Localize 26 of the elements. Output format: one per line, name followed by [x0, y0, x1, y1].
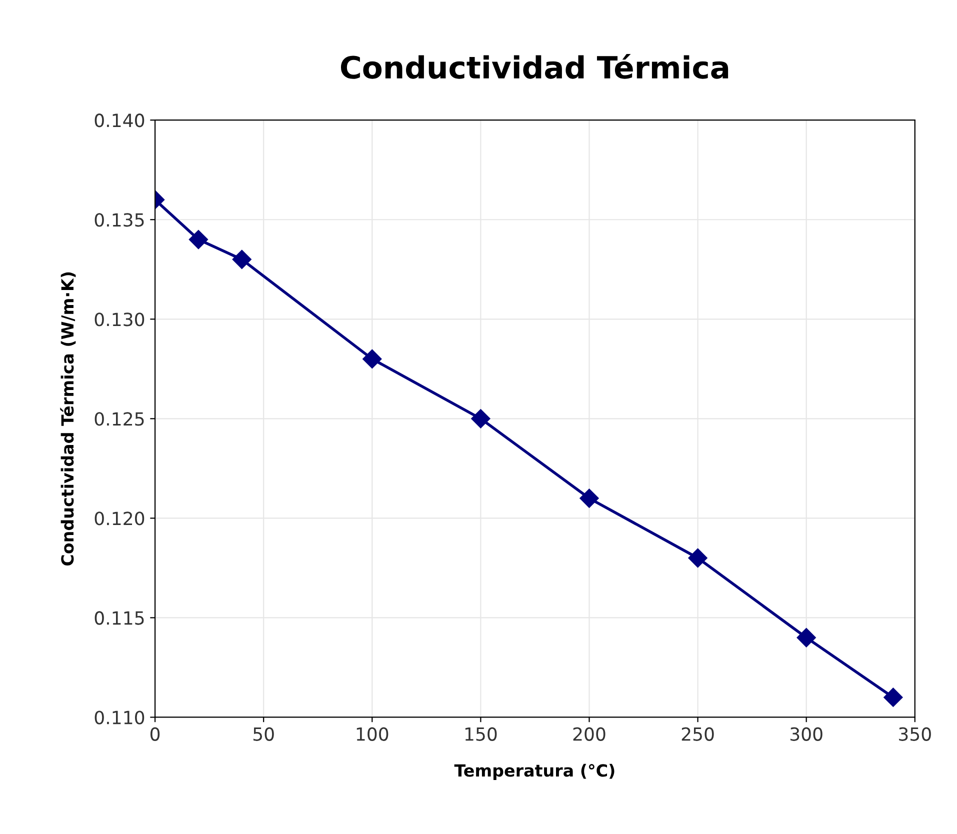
point	[188, 230, 208, 250]
y-tick-label: 0.125	[94, 412, 144, 426]
y-tick-label: 0.120	[94, 512, 144, 526]
x-tick-label: 150	[465, 727, 497, 741]
y-axis-title: Conductividad Térmica (W/m·K)	[60, 272, 76, 566]
point	[471, 409, 490, 428]
x-tick-label: 50	[253, 727, 274, 741]
x-tick-label: 350	[899, 727, 931, 741]
y-tick-label: 0.130	[94, 312, 144, 326]
y-tick-label: 0.110	[94, 710, 144, 724]
x-tick-label: 200	[573, 727, 606, 741]
chart-title: Conductividad Térmica	[340, 54, 728, 79]
y-tick-label: 0.115	[94, 611, 144, 625]
x-tick-label: 100	[356, 727, 388, 741]
point	[580, 488, 599, 508]
point	[688, 548, 708, 568]
x-axis-title: Temperatura (°C)	[454, 764, 614, 780]
x-tick-label: 0	[150, 727, 160, 741]
y-tick-label: 0.135	[94, 213, 144, 227]
x-tick-label: 300	[790, 727, 822, 741]
x-tick-label: 250	[682, 727, 714, 741]
point	[884, 688, 903, 707]
point	[362, 349, 382, 368]
point	[232, 250, 252, 269]
y-tick-label: 0.140	[94, 114, 144, 128]
point	[796, 628, 816, 648]
